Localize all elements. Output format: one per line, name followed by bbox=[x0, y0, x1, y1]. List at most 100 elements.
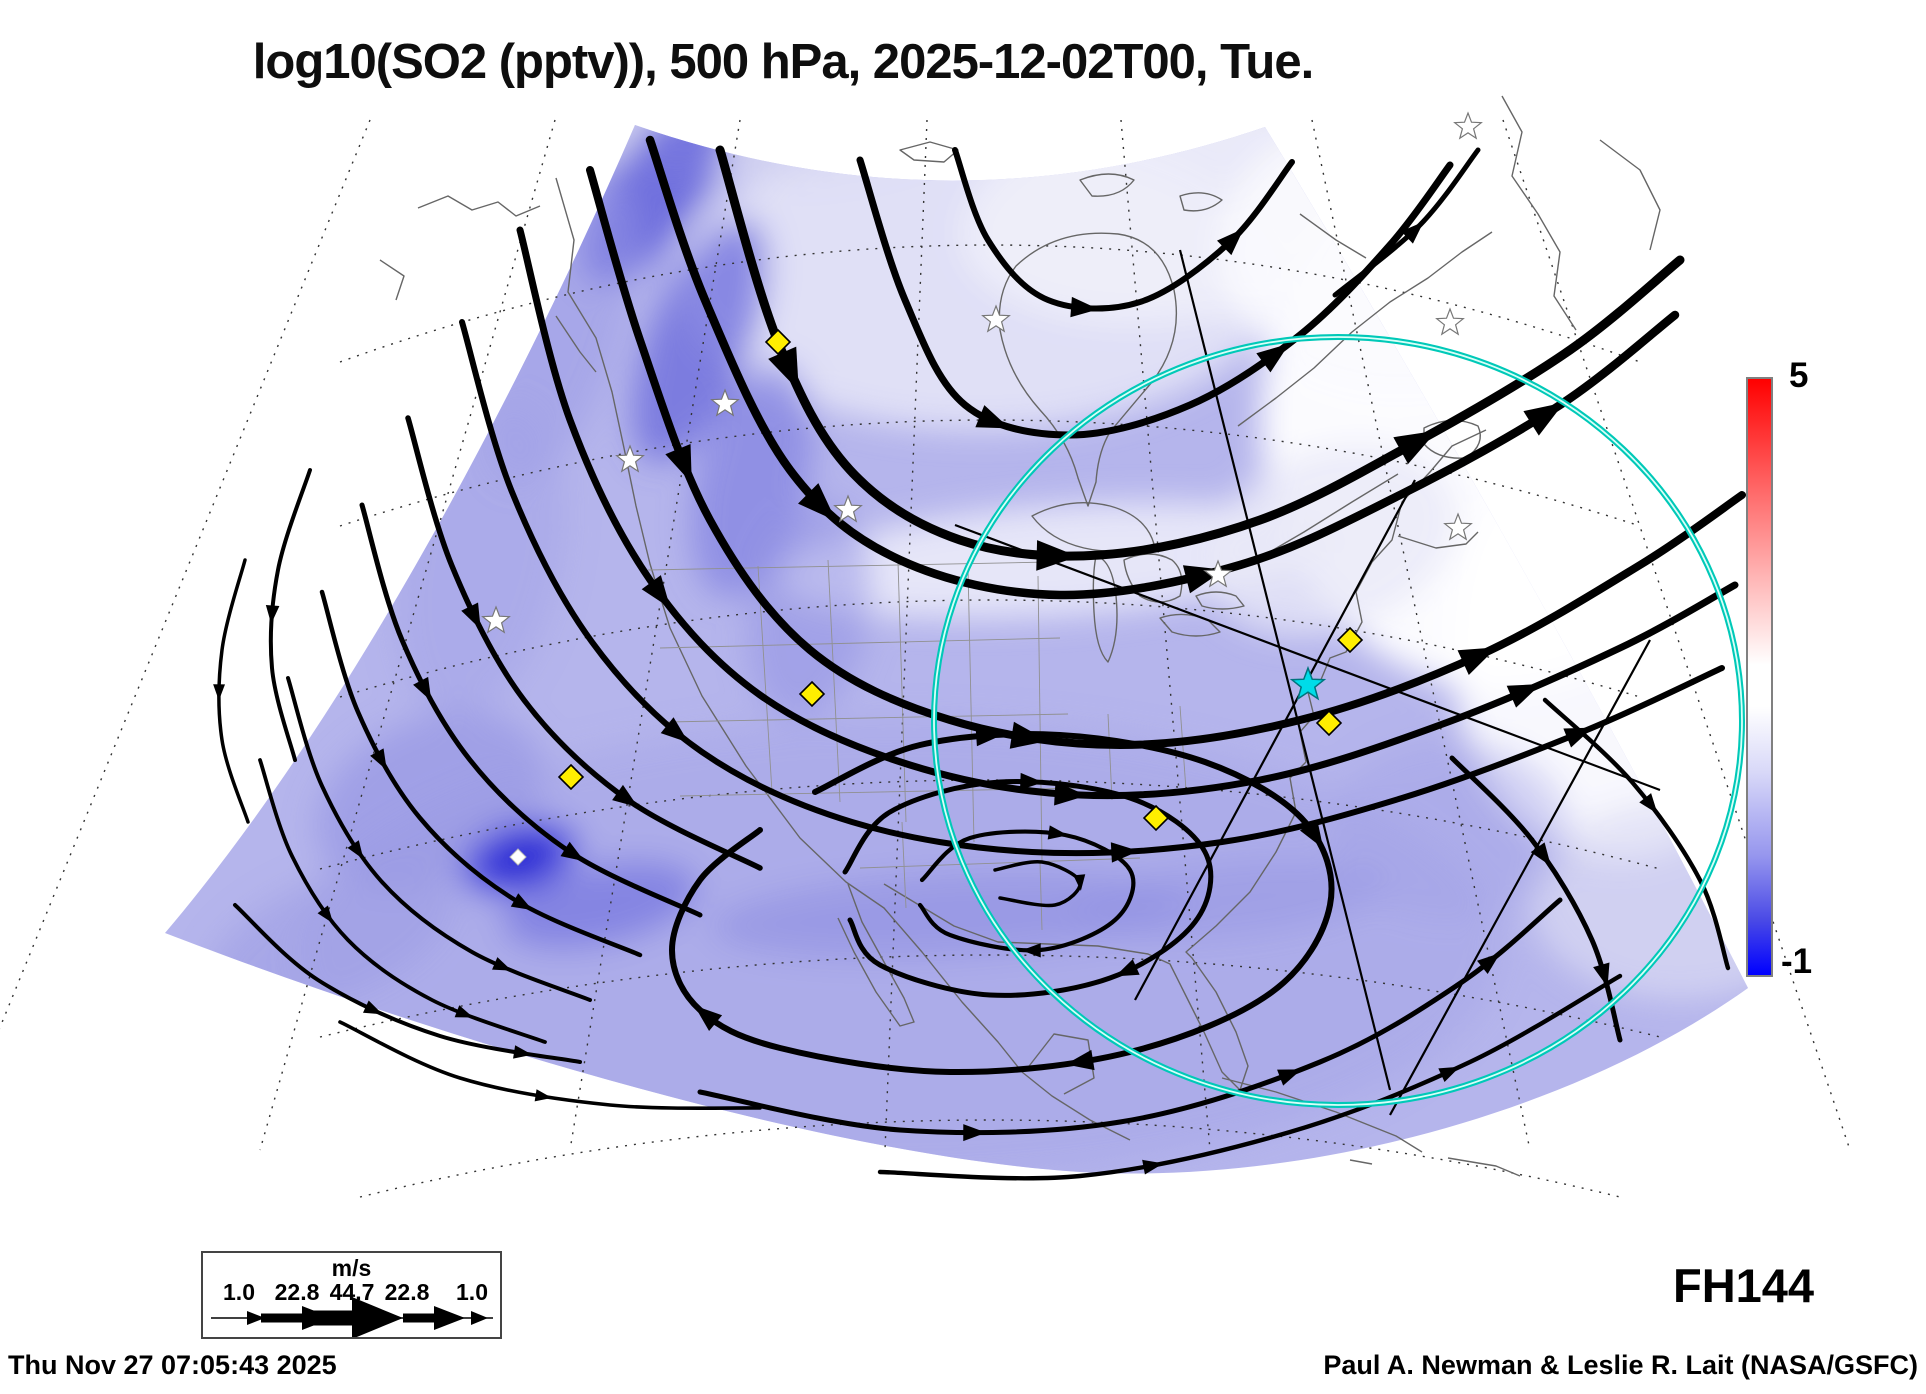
legend-arrowhead bbox=[434, 1306, 465, 1330]
streamline-arrowhead bbox=[660, 717, 689, 743]
yellow-diamond-marker bbox=[1315, 709, 1343, 737]
coastline bbox=[1255, 473, 1399, 561]
yellow-diamond-marker bbox=[557, 763, 585, 791]
coastline bbox=[1237, 231, 1493, 427]
streamline-arrowhead bbox=[534, 1089, 552, 1102]
white-star-marker bbox=[1435, 307, 1465, 336]
legend-arrow-shaft bbox=[403, 1313, 443, 1323]
graticule-line bbox=[884, 119, 928, 1151]
streamlines bbox=[213, 135, 1746, 1181]
streamline-arrowhead bbox=[963, 1124, 987, 1142]
streamline-arrowhead bbox=[1477, 952, 1501, 975]
streamline-arrowhead bbox=[665, 444, 692, 484]
streamline-arrowhead bbox=[347, 840, 364, 860]
border-line bbox=[827, 559, 841, 803]
track-line bbox=[1389, 639, 1651, 1116]
border-line bbox=[659, 637, 1061, 649]
streamline-arrowhead bbox=[1530, 842, 1551, 867]
white-star-marker bbox=[981, 304, 1011, 333]
legend-value-1: 22.8 bbox=[274, 1279, 320, 1305]
coastline bbox=[1299, 213, 1367, 259]
streamline-arrowhead bbox=[798, 483, 836, 521]
streamline-arrowhead bbox=[1047, 825, 1068, 840]
creation-timestamp: Thu Nov 27 07:05:43 2025 bbox=[8, 1350, 337, 1380]
coastline bbox=[555, 315, 597, 373]
track-line bbox=[1134, 479, 1416, 1001]
legend-arrow-scale bbox=[211, 1297, 493, 1337]
legend-value-4: 1.0 bbox=[456, 1279, 488, 1305]
white-diamond-marker bbox=[509, 848, 527, 866]
forecast-hour-label: FH144 bbox=[1673, 1259, 1815, 1312]
coastline bbox=[883, 429, 1487, 1091]
legend-arrow-shaft bbox=[261, 1313, 303, 1323]
yellow-diamond-marker bbox=[1336, 626, 1364, 654]
streamline-arrowhead bbox=[975, 405, 1010, 429]
legend-arrowhead bbox=[352, 1297, 403, 1337]
streamline-arrowhead bbox=[768, 346, 799, 391]
border-line bbox=[967, 567, 975, 843]
graticule-line bbox=[1120, 119, 1211, 1151]
legend-arrowhead bbox=[471, 1311, 488, 1325]
track-line bbox=[954, 523, 1661, 792]
streamline-arrowhead bbox=[265, 604, 280, 624]
streamline-arrowhead bbox=[694, 1005, 723, 1031]
streamline-arrowhead bbox=[1563, 727, 1593, 748]
graticule bbox=[0, 119, 1851, 1198]
graticule-line bbox=[339, 599, 1641, 698]
streamline-arrowhead bbox=[1256, 343, 1290, 373]
colorbar bbox=[1746, 377, 1773, 977]
streamline bbox=[842, 779, 1214, 998]
streamline-arrowhead bbox=[1393, 430, 1437, 465]
coastline bbox=[1599, 139, 1661, 251]
streamline-arrowhead bbox=[641, 575, 671, 609]
streamline-arrowhead bbox=[1073, 874, 1086, 891]
coastline bbox=[1021, 1071, 1131, 1141]
streamline bbox=[286, 676, 592, 1002]
state-borders bbox=[647, 559, 1187, 931]
streamline-arrowhead bbox=[1054, 781, 1087, 806]
streamline bbox=[459, 319, 1725, 857]
cyan-star-marker bbox=[1289, 665, 1327, 701]
streamline-arrowhead bbox=[1438, 1066, 1460, 1083]
white-star-marker bbox=[710, 388, 740, 417]
colorbar-min-label: -1 bbox=[1781, 942, 1813, 981]
border-line bbox=[667, 713, 1069, 723]
streamline-arrowhead bbox=[975, 725, 1004, 747]
streamline-arrowhead bbox=[1115, 959, 1140, 977]
white-star-marker bbox=[833, 494, 863, 523]
colorbar-max-label: 5 bbox=[1789, 356, 1809, 395]
streamline bbox=[669, 731, 1335, 1076]
border-line bbox=[1039, 861, 1043, 931]
streamline-arrowhead bbox=[370, 748, 387, 771]
legend-value-3: 22.8 bbox=[384, 1279, 430, 1305]
streamline-arrowhead bbox=[513, 1045, 533, 1059]
streamline-arrowhead bbox=[213, 684, 226, 701]
legend-value-0: 1.0 bbox=[223, 1279, 255, 1305]
coastline bbox=[1501, 95, 1577, 331]
streamline-arrowhead bbox=[317, 905, 334, 924]
border-line bbox=[1037, 575, 1043, 863]
streamline-arrowhead bbox=[1021, 943, 1041, 958]
graticule-line bbox=[259, 119, 556, 1151]
border-line bbox=[897, 561, 907, 823]
legend-arrowhead bbox=[247, 1311, 265, 1325]
coastline bbox=[417, 195, 541, 217]
streamline-arrowhead bbox=[1036, 540, 1079, 571]
streamline bbox=[359, 502, 703, 918]
white-star-marker bbox=[1203, 559, 1233, 588]
track-lines bbox=[954, 249, 1661, 1116]
graticule-line bbox=[1502, 119, 1851, 1151]
streamline-arrowhead bbox=[612, 784, 639, 808]
streamline-arrowhead bbox=[461, 602, 481, 630]
coastline bbox=[379, 259, 405, 301]
streamline-arrowhead bbox=[1142, 1159, 1164, 1175]
coastline bbox=[837, 883, 915, 1027]
streamline-arrowhead bbox=[1593, 962, 1610, 987]
border-line bbox=[1179, 705, 1187, 791]
streamline-arrowhead bbox=[1216, 228, 1244, 256]
streamline-arrowhead bbox=[1401, 221, 1424, 244]
streamline bbox=[917, 829, 1136, 953]
streamline-arrowhead bbox=[1070, 296, 1099, 318]
streamline bbox=[877, 973, 1623, 1181]
